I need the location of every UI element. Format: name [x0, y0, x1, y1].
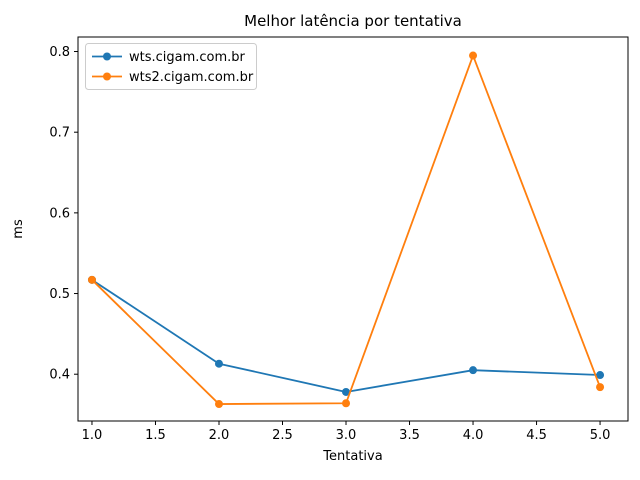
legend-item: wts2.cigam.com.br — [92, 70, 254, 85]
legend: wts.cigam.com.br wts2.cigam.com.br — [85, 43, 257, 90]
y-tick-label: 0.7 — [49, 126, 70, 141]
series-1-marker — [342, 399, 351, 408]
plot-area: 1.0 1.5 2.0 2.5 3.0 3.5 4.0 4.5 5.0 0.4 0.5 0.6 0.7 0… — [49, 36, 629, 443]
legend-item: wts.cigam.com.br — [92, 50, 246, 65]
series-1-marker — [87, 275, 96, 284]
x-tick-label: 1.5 — [145, 428, 166, 443]
series-1-marker — [596, 383, 605, 392]
chart-title: Melhor latência por tentativa — [244, 12, 462, 30]
series-0-line — [91, 279, 601, 393]
x-tick-label: 2.5 — [272, 428, 293, 443]
series-1-marker — [214, 400, 223, 409]
series-1-line — [91, 54, 601, 405]
x-tick-label: 2.0 — [209, 428, 230, 443]
x-tick-label: 5.0 — [590, 428, 611, 443]
series-0-marker — [342, 387, 351, 396]
x-tick-label: 3.0 — [336, 428, 357, 443]
legend-label: wts2.cigam.com.br — [129, 70, 254, 85]
x-axis-label: Tentativa — [322, 449, 382, 464]
x-tick-label: 3.5 — [399, 428, 420, 443]
plot-border — [77, 36, 629, 422]
legend-label: wts.cigam.com.br — [129, 50, 246, 65]
y-tick-label: 0.5 — [49, 287, 70, 302]
y-tick-label: 0.8 — [49, 45, 70, 60]
legend-marker-sample — [103, 52, 111, 61]
legend-box — [85, 43, 257, 90]
legend-marker-sample — [103, 72, 111, 81]
y-tick-label: 0.6 — [49, 206, 70, 221]
y-axis-label: ms — [11, 219, 26, 239]
series-0-marker — [214, 359, 223, 368]
series-0-marker — [596, 371, 605, 380]
x-tick-label: 1.0 — [82, 428, 103, 443]
x-tick-label: 4.5 — [526, 428, 547, 443]
series-0-marker — [469, 366, 478, 375]
series-1-marker — [469, 51, 478, 60]
x-tick-label: 4.0 — [463, 428, 484, 443]
y-tick-label: 0.4 — [49, 368, 70, 383]
